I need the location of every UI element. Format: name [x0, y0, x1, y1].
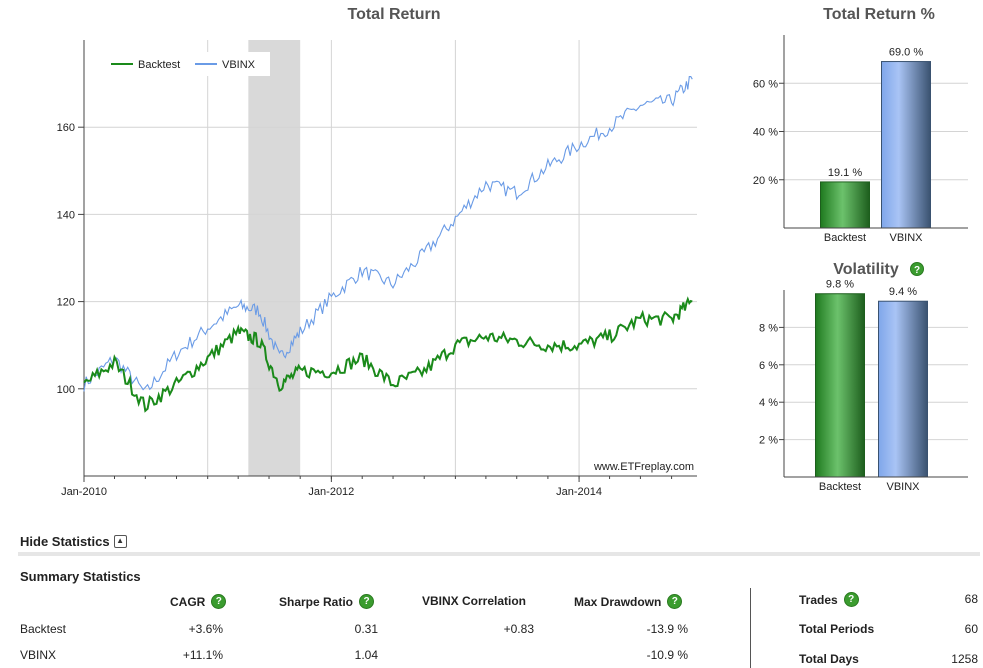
bar-value-label: 9.4 % [889, 286, 917, 298]
sharpe-vbinx: 1.04 [354, 648, 378, 662]
header-cagr: CAGR ? [170, 594, 227, 609]
header-correlation: VBINX Correlation [422, 594, 526, 608]
question-icon[interactable]: ? [843, 592, 859, 607]
trades-label-text: Trades [799, 592, 838, 607]
bar-value-label: 9.8 % [826, 279, 854, 291]
main-xtick-label: Jan-2014 [556, 486, 602, 498]
main-xtick-label: Jan-2010 [61, 486, 107, 498]
bar-backtest [820, 181, 870, 229]
hide-statistics-label: Hide Statistics [20, 534, 110, 549]
bar-ytick-label: 40 % [753, 127, 778, 139]
total-periods-label: Total Periods [799, 622, 874, 636]
bar-vbinx [878, 300, 928, 478]
header-sharpe-label: Sharpe Ratio [279, 594, 354, 609]
header-cagr-label: CAGR [170, 594, 206, 609]
row-label-backtest: Backtest [20, 622, 67, 636]
question-icon[interactable]: ? [667, 594, 683, 609]
stats-separator [750, 588, 751, 668]
total-days-label-text: Total Days [799, 652, 859, 666]
summary-statistics-title: Summary Statistics [20, 569, 141, 584]
legend-label-backtest: Backtest [138, 59, 180, 71]
charts-area: Total Return 100 120 140 160 Jan-2010 Jan-201… [57, 6, 968, 498]
divider [18, 552, 980, 556]
bar-ytick-label: 20 % [753, 175, 778, 187]
sharpe-backtest: 0.31 [354, 622, 378, 636]
trades-value: 68 [964, 592, 978, 606]
shaded-region [248, 40, 301, 476]
total-return-pct-title: Total Return % [823, 6, 935, 23]
bar-vbinx [881, 61, 931, 229]
main-ytick-label: 140 [57, 209, 75, 221]
bar-value-label: 69.0 % [889, 47, 923, 59]
legend-label-vbinx: VBINX [222, 59, 256, 71]
total-days-value: 1258 [951, 652, 978, 666]
total-periods-value: 60 [964, 622, 978, 636]
header-corr-label: VBINX Correlation [422, 594, 527, 608]
bar-ytick-label: 60 % [753, 78, 778, 90]
main-xtick-label: Jan-2012 [308, 486, 354, 498]
vol-grid: 2 % 4 % 6 % 8 % [759, 322, 968, 447]
dd-vbinx: -10.9 % [646, 648, 688, 662]
series-line-backtest [83, 296, 693, 413]
main-grid [84, 40, 697, 476]
bar-ytick-label: 2 % [759, 435, 778, 447]
total-return-chart: Total Return 100 120 140 160 Jan-2010 Jan-201… [57, 6, 697, 498]
bar-category-label: VBINX [886, 481, 920, 493]
bar-category-label: Backtest [819, 481, 861, 493]
volatility-help-icon[interactable]: ? [910, 262, 924, 277]
series-line-vbinx [83, 76, 693, 392]
dd-backtest: -13.9 % [646, 622, 688, 636]
corr-backtest: +0.83 [503, 622, 534, 636]
main-ytick-label: 120 [57, 297, 75, 309]
total-days-label: Total Days [799, 652, 859, 666]
bar-ytick-label: 8 % [759, 322, 778, 334]
bar-ytick-label: 4 % [759, 397, 778, 409]
svg-text:?: ? [914, 265, 920, 276]
header-dd-label: Max Drawdown [574, 594, 662, 609]
bar-category-label: VBINX [889, 232, 923, 244]
bar-category-label: Backtest [824, 232, 866, 244]
watermark: www.ETFreplay.com [593, 461, 694, 473]
question-icon[interactable]: ? [359, 594, 375, 609]
cagr-backtest: +3.6% [188, 622, 223, 636]
header-sharpe: Sharpe Ratio ? [279, 594, 375, 609]
statistics-section: Hide Statistics ▲ Summary Statistics CAG… [0, 528, 983, 668]
legend: Backtest VBINX [104, 52, 270, 76]
bar-ytick-label: 6 % [759, 360, 778, 372]
main-ytick-label: 100 [57, 384, 75, 396]
bar-value-label: 19.1 % [828, 167, 862, 179]
main-ticks: 100 120 140 160 Jan-2010 Jan-2012 Jan-2014 [57, 122, 673, 498]
main-ytick-label: 160 [57, 122, 75, 134]
total-periods-label-text: Total Periods [799, 622, 875, 636]
collapse-icon[interactable]: ▲ [113, 535, 127, 548]
bar-backtest [815, 293, 865, 478]
total-return-title: Total Return [347, 6, 440, 23]
cagr-vbinx: +11.1% [182, 648, 223, 662]
header-max-drawdown: Max Drawdown ? [574, 594, 683, 609]
total-return-pct-chart: Total Return % 20 % 40 % 60 % 19.1 % Backte… [753, 6, 968, 244]
volatility-title: Volatility [833, 261, 899, 278]
hide-statistics-toggle[interactable]: Hide Statistics ▲ [20, 534, 127, 549]
ret-bars: 19.1 % Backtest 69.0 % VBINX [820, 47, 931, 244]
main-lines [83, 76, 693, 413]
trades-label: Trades ? [799, 592, 859, 607]
volatility-chart: Volatility ? 2 %4 %6 %8 % 9.8 %Backtest9… [759, 261, 968, 493]
question-icon[interactable]: ? [211, 594, 227, 609]
row-label-vbinx: VBINX [20, 648, 57, 662]
ret-grid: 20 % 40 % 60 % [753, 78, 968, 187]
vol-bars: 9.8 % Backtest 9.4 % VBINX [815, 279, 928, 493]
